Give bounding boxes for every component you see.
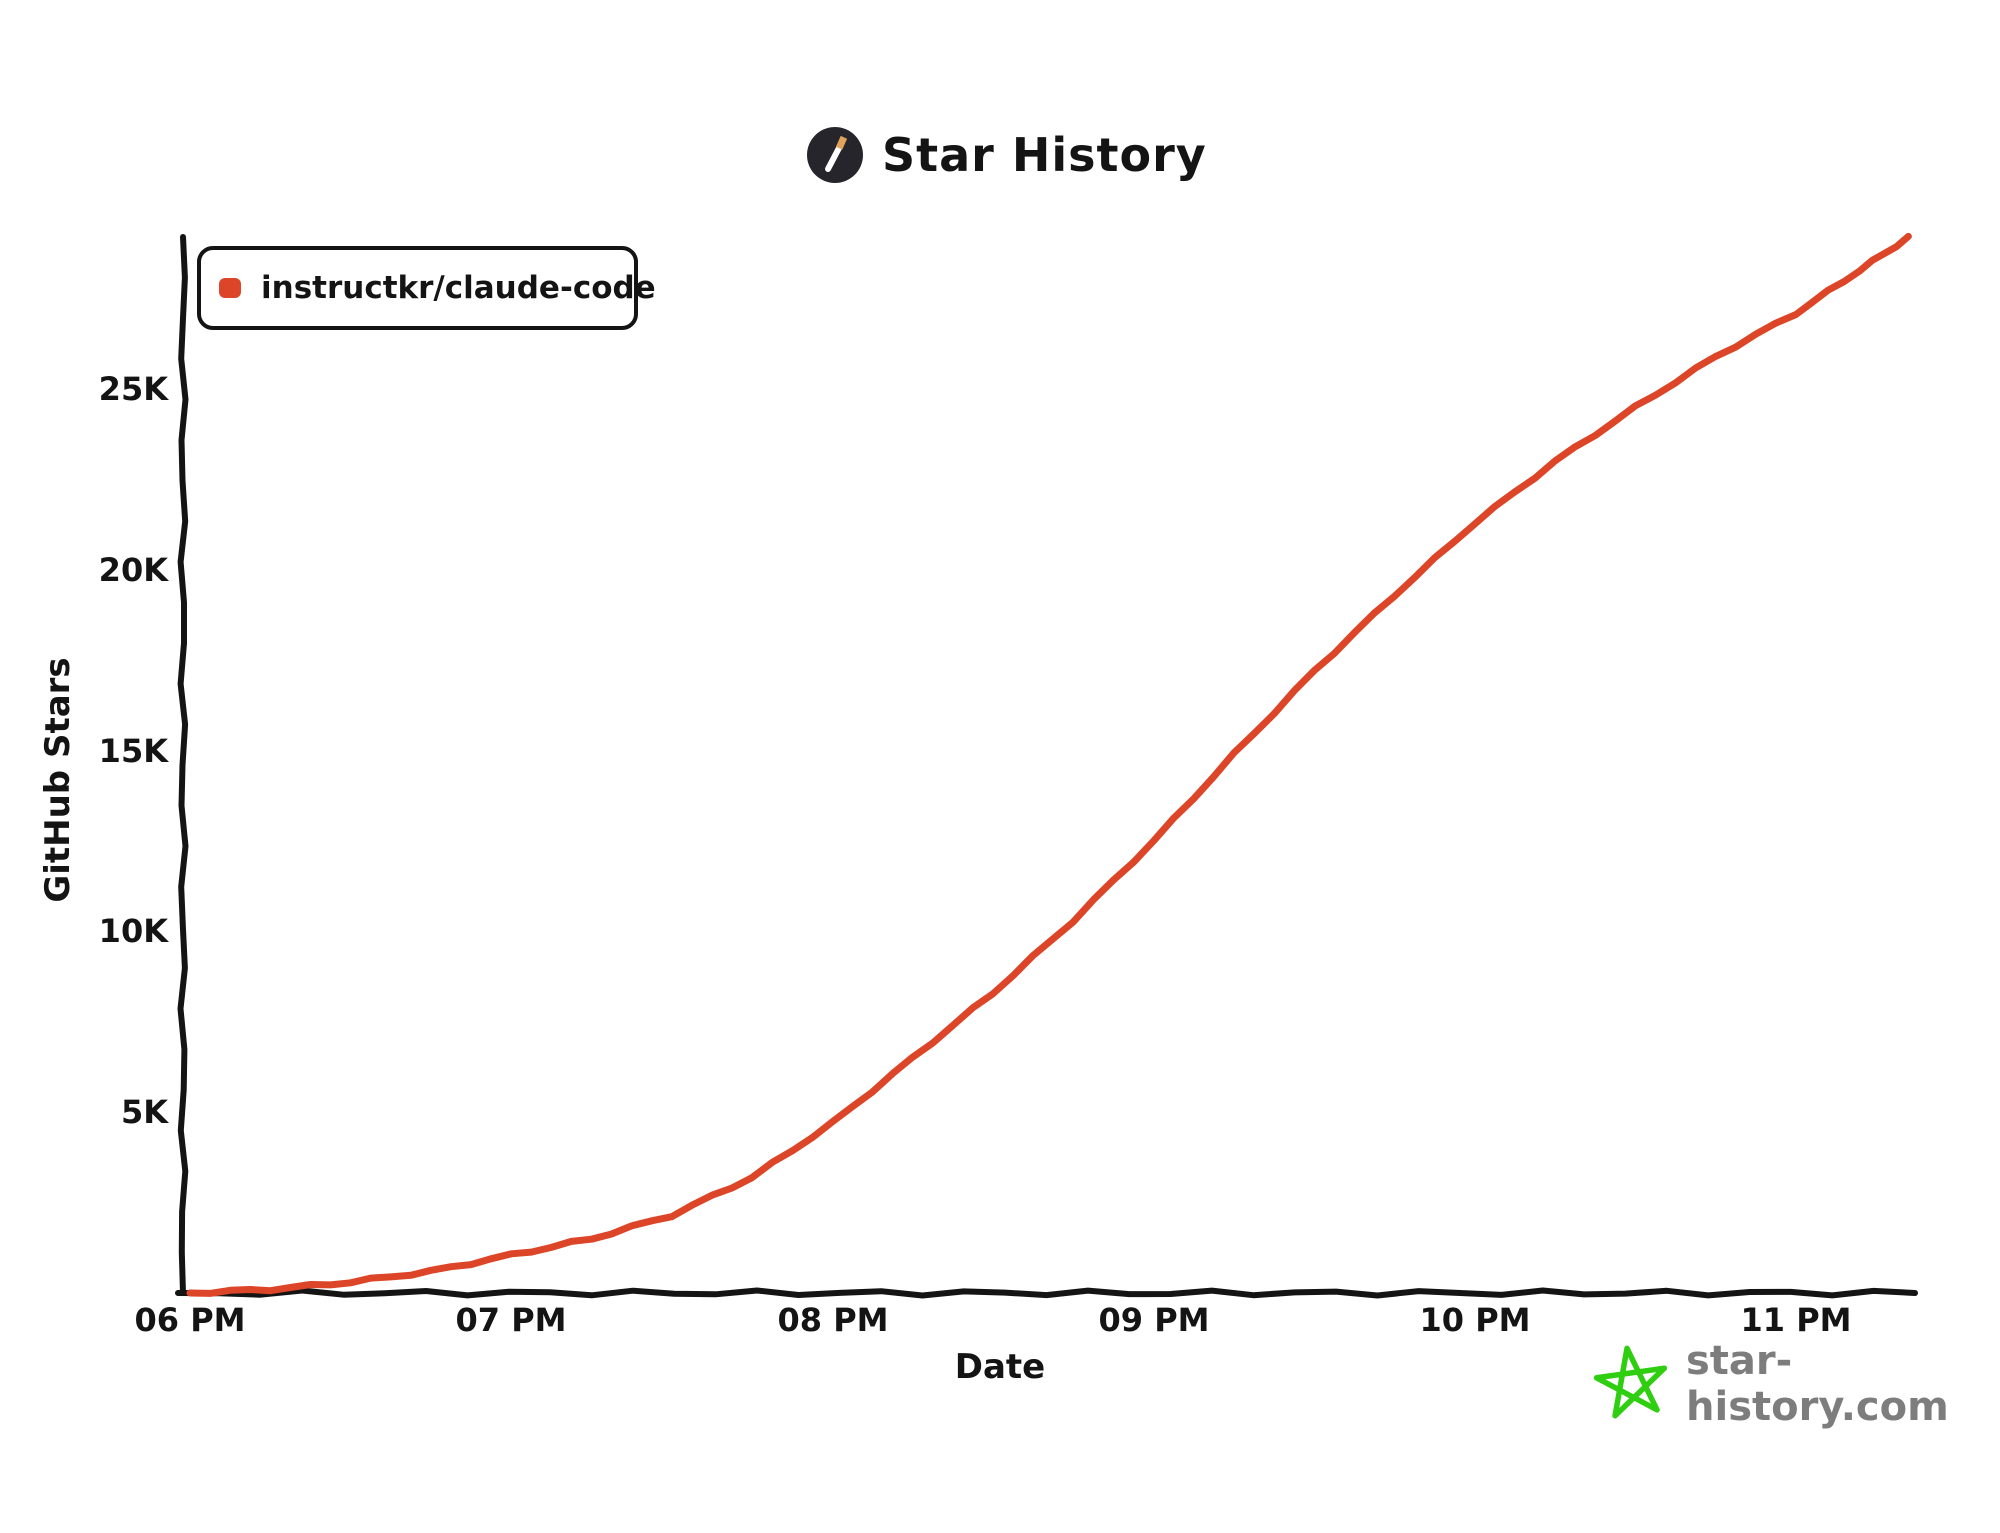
x-axis-line <box>175 1287 1918 1299</box>
x-tick-10pm: 10 PM <box>1419 1301 1531 1339</box>
x-tick-07pm: 07 PM <box>455 1301 567 1339</box>
star-history-logo-icon <box>807 127 863 183</box>
y-axis-label: GitHub Stars <box>38 657 78 903</box>
watermark: star-history.com <box>1592 1338 2000 1430</box>
green-star-icon <box>1593 1345 1668 1419</box>
x-tick-09pm: 09 PM <box>1098 1301 1210 1339</box>
chart-title-row: Star History <box>806 122 1207 188</box>
y-axis-line <box>177 234 189 1296</box>
x-tick-06pm: 06 PM <box>134 1301 246 1339</box>
legend-series-label: instructkr/claude-code <box>261 270 656 306</box>
page-title: Star History <box>882 128 1207 182</box>
series-line-instructkr-claude-code[interactable] <box>186 232 1912 1297</box>
legend[interactable]: instructkr/claude-code <box>197 246 656 330</box>
x-axis-label: Date <box>954 1347 1046 1387</box>
x-tick-08pm: 08 PM <box>777 1301 889 1339</box>
y-tick-10k: 10K <box>98 912 168 950</box>
y-tick-25k: 25K <box>98 370 168 408</box>
y-tick-5k: 5K <box>120 1093 168 1131</box>
x-tick-11pm: 11 PM <box>1740 1301 1852 1339</box>
y-tick-20k: 20K <box>98 551 168 589</box>
y-tick-15k: 15K <box>98 732 168 770</box>
legend-series-marker <box>219 278 241 298</box>
watermark-text: star-history.com <box>1686 1338 1949 1430</box>
